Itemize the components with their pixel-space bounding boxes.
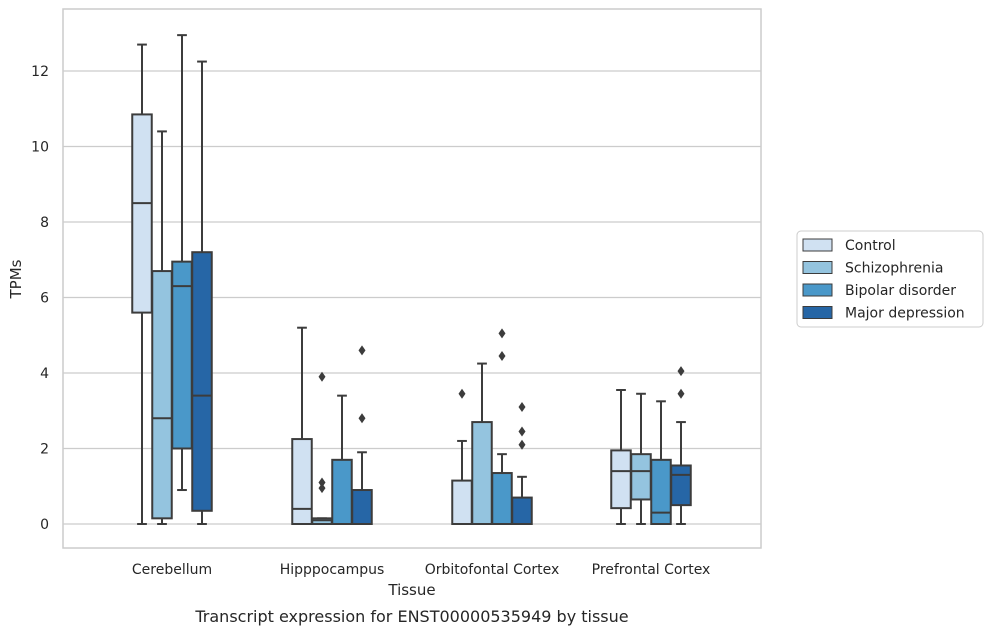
y-tick-labels: 0 2 4 6 8 10 12 xyxy=(31,64,49,533)
box-group xyxy=(511,401,533,526)
box-iqr xyxy=(451,479,473,525)
y-tick-label: 4 xyxy=(40,366,49,382)
box-iqr xyxy=(471,421,493,526)
box-group xyxy=(171,34,193,492)
outlier-point xyxy=(498,351,506,362)
box-iqr xyxy=(191,251,213,512)
box-group xyxy=(610,388,632,525)
legend-swatch xyxy=(802,283,833,297)
outlier-point xyxy=(677,388,685,399)
y-tick-label: 6 xyxy=(40,291,49,307)
box-iqr xyxy=(131,113,153,314)
chart-title: Transcript expression for ENST0000053594… xyxy=(194,607,628,626)
legend-entry: Major depression xyxy=(845,306,965,322)
outlier-point xyxy=(318,483,326,494)
outlier-point xyxy=(498,328,506,339)
y-tick-label: 8 xyxy=(40,215,49,231)
outlier-point xyxy=(358,413,366,424)
box-group xyxy=(191,60,213,525)
outlier-point xyxy=(318,371,326,382)
y-axis-label: TPMs xyxy=(7,259,25,299)
box-group xyxy=(351,345,373,525)
plot-frame xyxy=(62,8,762,549)
box-iqr xyxy=(511,496,533,526)
y-tick-label: 10 xyxy=(31,140,49,156)
x-axis-label: Tissue xyxy=(387,581,435,599)
box-iqr xyxy=(670,464,692,507)
boxes xyxy=(131,34,692,526)
box-group xyxy=(291,326,313,525)
x-tick-label: Cerebellum xyxy=(132,562,212,578)
legend-frame xyxy=(796,230,984,328)
outlier-point xyxy=(518,439,526,450)
x-tick-labels: Cerebellum Hipppocampus Orbitofontal Corte… xyxy=(132,562,710,578)
box-iqr xyxy=(610,449,632,510)
box-group xyxy=(670,366,692,525)
box-iqr xyxy=(151,270,173,520)
legend-entry: Control xyxy=(845,238,896,254)
box-iqr xyxy=(630,453,652,501)
legend-swatch xyxy=(802,306,833,319)
box-iqr xyxy=(291,438,313,525)
legend-entry: Schizophrenia xyxy=(845,261,943,277)
box-iqr xyxy=(351,489,373,525)
x-tick-label: Orbitofontal Cortex xyxy=(425,562,560,578)
box-group xyxy=(131,43,153,525)
legend: Control Schizophrenia Bipolar disorder Majo… xyxy=(796,230,984,328)
y-tick-label: 2 xyxy=(40,442,49,458)
outlier-point xyxy=(518,401,526,412)
box-group xyxy=(311,371,333,526)
x-tick-label: Hipppocampus xyxy=(280,562,385,578)
legend-swatch xyxy=(802,238,833,252)
outlier-point xyxy=(518,426,526,437)
box-iqr xyxy=(171,260,193,450)
outlier-point xyxy=(358,345,366,356)
y-tick-label: 12 xyxy=(31,64,49,80)
box-group xyxy=(650,400,672,526)
y-tick-label: 0 xyxy=(40,517,49,533)
outlier-point xyxy=(458,388,466,399)
box-iqr xyxy=(331,458,353,526)
x-tick-label: Prefrontal Cortex xyxy=(592,562,711,578)
box-iqr xyxy=(491,472,513,526)
legend-swatch xyxy=(802,261,833,274)
outlier-point xyxy=(318,477,326,488)
box-group xyxy=(471,362,493,526)
box-iqr xyxy=(650,458,672,526)
outlier-point xyxy=(677,366,685,377)
legend-entry: Bipolar disorder xyxy=(845,283,956,299)
